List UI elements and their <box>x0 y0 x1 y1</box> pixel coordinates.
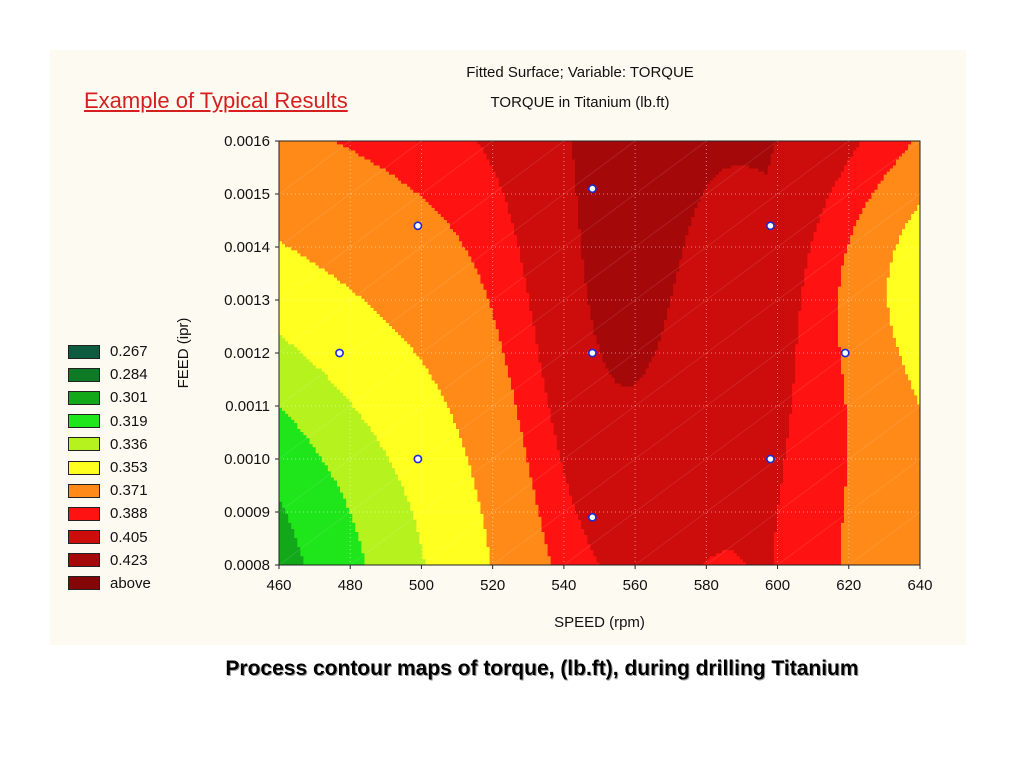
y-axis-label: FEED (ipr) <box>175 318 192 389</box>
legend-item: 0.319 <box>68 410 151 433</box>
design-point <box>587 512 597 522</box>
legend-label: 0.423 <box>110 551 148 569</box>
y-tick-label: 0.0010 <box>224 451 270 468</box>
design-point <box>840 348 850 358</box>
x-tick-label: 600 <box>765 577 790 594</box>
slide-caption: Process contour maps of torque, (lb.ft),… <box>225 657 859 680</box>
design-point <box>335 348 344 358</box>
y-tick-label: 0.0016 <box>224 133 270 150</box>
legend-item: 0.388 <box>68 502 151 525</box>
surface-mesh <box>278 140 921 566</box>
legend-swatch <box>68 483 100 498</box>
legend-item: 0.267 <box>68 340 151 363</box>
legend-swatch <box>68 344 100 359</box>
legend-swatch <box>68 414 100 429</box>
legend-swatch <box>68 460 100 475</box>
legend-swatch <box>68 437 100 452</box>
contour-plot-area <box>278 140 921 566</box>
legend-item: 0.336 <box>68 433 151 456</box>
legend-swatch <box>68 553 100 568</box>
legend-item: 0.423 <box>68 549 151 572</box>
legend-label: 0.336 <box>110 435 148 453</box>
design-point <box>587 348 597 358</box>
legend-label: 0.301 <box>110 389 148 407</box>
x-tick-label: 460 <box>266 577 291 594</box>
legend-label: 0.371 <box>110 482 148 500</box>
legend-item: 0.405 <box>68 526 151 549</box>
y-tick-label: 0.0014 <box>224 239 270 256</box>
legend-label: 0.267 <box>110 343 148 361</box>
legend-label: 0.405 <box>110 528 148 546</box>
design-point <box>413 221 423 231</box>
x-axis-label: SPEED (rpm) <box>554 614 645 631</box>
legend-label: 0.353 <box>110 459 148 477</box>
design-point <box>413 454 423 464</box>
x-tick-label: 560 <box>623 577 648 594</box>
contour-band-4 <box>279 334 426 566</box>
legend-item: 0.284 <box>68 363 151 386</box>
x-tick-label: 580 <box>694 577 719 594</box>
legend-item: above <box>68 572 151 595</box>
contour-band-7 <box>337 141 912 566</box>
slide-headline: Example of Typical Results <box>84 88 348 113</box>
legend-item: 0.301 <box>68 386 151 409</box>
design-point <box>766 454 775 464</box>
legend-label: above <box>110 574 151 592</box>
design-point <box>587 184 597 194</box>
x-tick-label: 520 <box>480 577 505 594</box>
x-tick-label: 540 <box>551 577 576 594</box>
legend-item: 0.371 <box>68 479 151 502</box>
x-tick-label: 640 <box>907 577 932 594</box>
y-tick-label: 0.0008 <box>224 557 270 574</box>
x-tick-label: 500 <box>409 577 434 594</box>
legend-label: 0.284 <box>110 366 148 384</box>
chart-title: Fitted Surface; Variable: TORQUE <box>466 64 694 81</box>
x-tick-label: 480 <box>338 577 363 594</box>
legend-label: 0.319 <box>110 412 148 430</box>
chart-legend: 0.267 0.284 0.301 0.319 0.336 0.353 0.371 0.388… <box>68 340 151 595</box>
y-tick-label: 0.0009 <box>224 504 270 521</box>
legend-swatch <box>68 576 100 591</box>
chart-subtitle: TORQUE in Titanium (lb.ft) <box>490 94 670 111</box>
y-tick-label: 0.0012 <box>224 345 270 362</box>
legend-swatch <box>68 367 100 382</box>
legend-swatch <box>68 390 100 405</box>
contour-band-2 <box>279 501 304 566</box>
y-tick-label: 0.0015 <box>224 186 270 203</box>
legend-label: 0.388 <box>110 505 148 523</box>
design-point <box>766 221 775 231</box>
legend-swatch <box>68 530 100 545</box>
contour-band-3 <box>279 407 365 566</box>
legend-item: 0.353 <box>68 456 151 479</box>
contour-band-9 <box>572 141 777 387</box>
y-tick-label: 0.0011 <box>225 398 270 415</box>
contour-band-5 <box>279 204 921 566</box>
y-tick-label: 0.0013 <box>224 292 270 309</box>
legend-swatch <box>68 506 100 521</box>
x-tick-label: 620 <box>836 577 861 594</box>
